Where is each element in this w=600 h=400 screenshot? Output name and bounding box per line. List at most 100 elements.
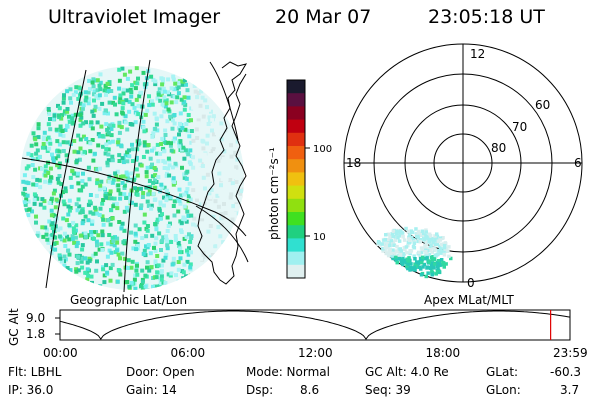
emission-pixel: [79, 188, 84, 193]
emission-pixel: [142, 82, 147, 87]
emission-pixel: [150, 162, 154, 167]
emission-pixel: [80, 184, 85, 189]
emission-pixel: [123, 114, 128, 119]
emission-pixel: [95, 181, 100, 186]
emission-pixel: [118, 93, 123, 98]
emission-pixel: [29, 143, 34, 148]
emission-pixel: [49, 213, 54, 218]
emission-pixel: [78, 101, 83, 106]
emission-pixel: [40, 225, 45, 230]
emission-pixel: [65, 109, 70, 114]
emission-pixel: [121, 240, 126, 245]
oval-pixel: [433, 237, 438, 242]
emission-pixel: [242, 195, 244, 200]
emission-pixel: [50, 226, 55, 230]
emission-pixel: [187, 232, 191, 237]
emission-pixel: [205, 203, 209, 208]
emission-pixel: [75, 261, 80, 266]
emission-pixel: [185, 209, 190, 214]
emission-pixel: [143, 112, 148, 117]
emission-pixel: [99, 179, 104, 184]
emission-pixel: [156, 159, 161, 164]
emission-pixel: [142, 143, 147, 148]
emission-pixel: [229, 154, 234, 159]
emission-pixel: [144, 234, 149, 239]
emission-pixel: [182, 172, 187, 177]
emission-pixel: [206, 248, 211, 253]
emission-pixel: [125, 127, 130, 132]
emission-pixel: [42, 205, 47, 210]
emission-pixel: [109, 133, 114, 138]
emission-pixel: [120, 251, 125, 256]
emission-pixel: [178, 139, 183, 144]
emission-pixel: [73, 90, 78, 95]
emission-pixel: [205, 222, 210, 227]
emission-pixel: [139, 203, 144, 208]
emission-pixel: [91, 77, 96, 82]
emission-pixel: [122, 72, 127, 77]
emission-pixel: [101, 217, 106, 222]
emission-pixel: [62, 111, 67, 116]
emission-pixel: [170, 262, 175, 267]
emission-pixel: [48, 235, 53, 240]
emission-pixel: [182, 78, 187, 83]
emission-pixel: [101, 144, 105, 149]
emission-pixel: [31, 175, 36, 180]
emission-pixel: [185, 187, 190, 192]
emission-pixel: [160, 238, 165, 243]
oval-pixel: [422, 231, 426, 236]
emission-pixel: [67, 208, 72, 213]
oval-pixel: [404, 245, 409, 249]
emission-pixel: [91, 253, 96, 258]
emission-pixel: [76, 268, 81, 273]
emission-pixel: [210, 242, 215, 247]
emission-pixel: [140, 268, 145, 273]
oval-pixel: [409, 262, 413, 266]
emission-pixel: [195, 198, 199, 203]
emission-pixel: [176, 196, 181, 201]
emission-pixel: [108, 189, 113, 194]
emission-pixel: [157, 283, 162, 288]
emission-pixel: [200, 217, 205, 222]
oval-pixel: [426, 236, 430, 241]
emission-pixel: [80, 179, 85, 184]
emission-pixel: [135, 192, 140, 197]
date-label: 20 Mar 07: [275, 6, 372, 28]
emission-pixel: [130, 142, 134, 147]
emission-pixel: [30, 209, 34, 214]
emission-pixel: [107, 174, 112, 179]
oval-pixel: [399, 261, 404, 265]
longitude-line: [209, 61, 239, 141]
emission-pixel: [80, 247, 85, 252]
emission-pixel: [164, 141, 169, 146]
emission-pixel: [98, 72, 103, 77]
emission-pixel: [62, 93, 66, 98]
emission-pixel: [234, 165, 239, 170]
emission-pixel: [106, 130, 111, 135]
emission-pixel: [124, 170, 129, 175]
emission-pixel: [71, 226, 76, 231]
emission-pixel: [191, 188, 196, 193]
oval-pixel: [428, 266, 433, 271]
emission-pixel: [81, 134, 86, 139]
emission-pixel: [182, 100, 187, 105]
emission-pixel: [79, 256, 84, 261]
emission-pixel: [47, 146, 52, 151]
emission-pixel: [150, 102, 155, 107]
emission-pixel: [210, 253, 215, 257]
emission-pixel: [104, 147, 109, 152]
emission-pixel: [125, 159, 130, 164]
x-tick-label: 12:00: [298, 346, 333, 360]
emission-pixel: [52, 241, 57, 246]
emission-pixel: [159, 76, 164, 81]
emission-pixel: [98, 166, 102, 171]
emission-pixel: [91, 84, 96, 89]
emission-pixel: [184, 82, 188, 87]
emission-pixel: [116, 268, 121, 272]
emission-pixel: [166, 166, 171, 171]
emission-pixel: [66, 204, 71, 209]
oval-pixel: [409, 235, 414, 240]
oval-pixel: [388, 235, 393, 240]
emission-pixel: [142, 220, 147, 225]
emission-pixel: [141, 285, 146, 290]
